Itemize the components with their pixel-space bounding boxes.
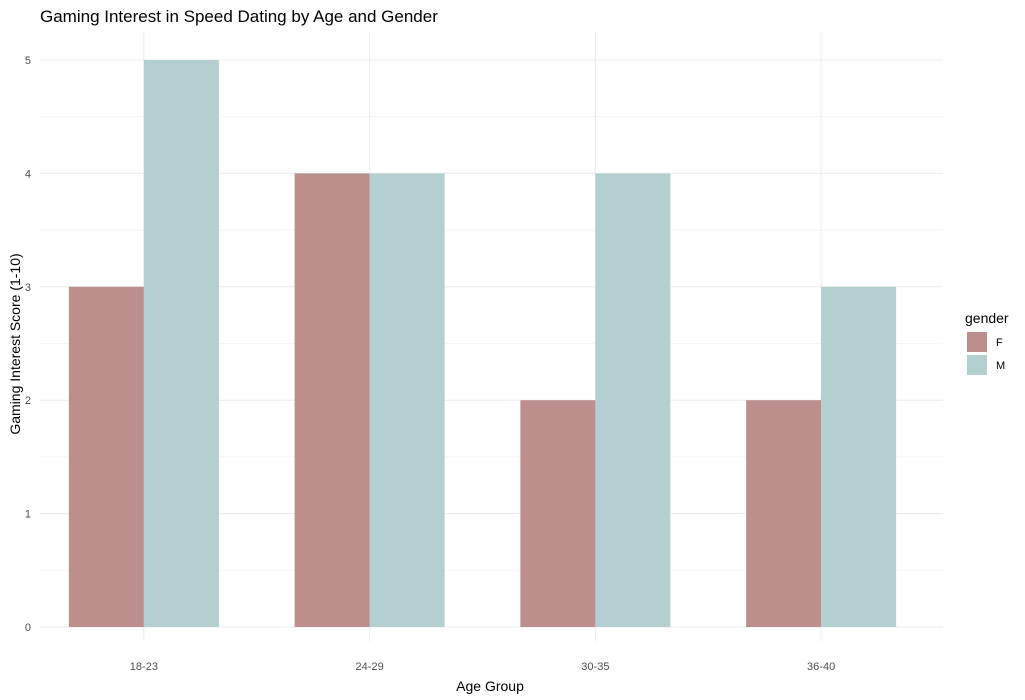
y-tick-label: 4 xyxy=(25,168,31,180)
legend-label-F: F xyxy=(996,337,1003,349)
bar-M-36-40 xyxy=(821,286,897,627)
x-tick-label: 36-40 xyxy=(807,661,835,673)
legend-swatch-F xyxy=(967,332,987,352)
bar-M-24-29 xyxy=(369,173,445,627)
y-tick-label: 0 xyxy=(25,622,31,634)
bar-F-30-35 xyxy=(520,400,596,627)
axes: 0 1 2 3 4 5 18-23 24-29 30-35 36-40 xyxy=(25,55,835,673)
legend: gender FM xyxy=(965,310,1009,375)
bar-M-18-23 xyxy=(143,60,219,627)
y-tick-label: 3 xyxy=(25,282,31,294)
bar-M-30-35 xyxy=(595,173,671,627)
bar-F-24-29 xyxy=(294,173,370,627)
y-axis-title: Gaming Interest Score (1-10) xyxy=(7,253,23,434)
legend-swatch-M xyxy=(967,355,987,375)
legend-label-M: M xyxy=(996,360,1005,372)
legend-title: gender xyxy=(965,310,1009,326)
y-tick-label: 1 xyxy=(25,509,31,521)
bars xyxy=(68,60,897,627)
bar-F-36-40 xyxy=(746,400,822,627)
chart-title: Gaming Interest in Speed Dating by Age a… xyxy=(40,7,438,26)
y-tick-label: 2 xyxy=(25,395,31,407)
bar-F-18-23 xyxy=(68,286,144,627)
y-tick-label: 5 xyxy=(25,55,31,67)
x-axis-title: Age Group xyxy=(456,678,524,694)
x-tick-label: 18-23 xyxy=(130,661,158,673)
x-tick-label: 24-29 xyxy=(356,661,384,673)
x-tick-label: 30-35 xyxy=(581,661,609,673)
